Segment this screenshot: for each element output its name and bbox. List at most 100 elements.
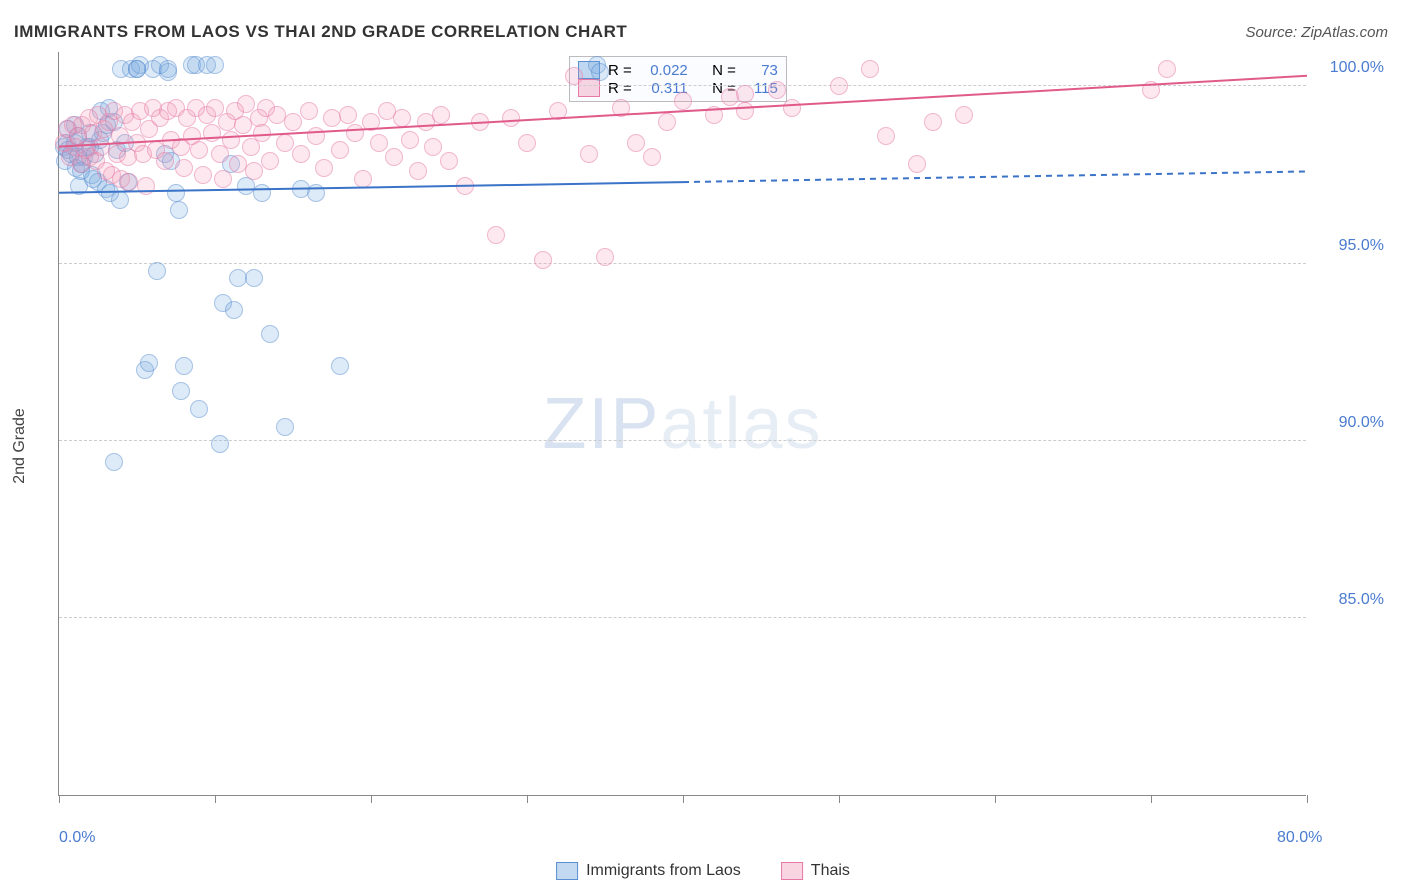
x-tick	[995, 795, 996, 803]
data-point	[211, 435, 229, 453]
data-point	[908, 155, 926, 173]
data-point	[1142, 81, 1160, 99]
data-point	[424, 138, 442, 156]
data-point	[924, 113, 942, 131]
data-point	[137, 177, 155, 195]
y-tick-label: 90.0%	[1339, 414, 1384, 432]
data-point	[518, 134, 536, 152]
data-point	[736, 85, 754, 103]
data-point	[768, 81, 786, 99]
data-point	[203, 124, 221, 142]
data-point	[471, 113, 489, 131]
data-point	[156, 152, 174, 170]
data-point	[487, 226, 505, 244]
chart-title: IMMIGRANTS FROM LAOS VS THAI 2ND GRADE C…	[14, 22, 627, 42]
data-point	[370, 134, 388, 152]
data-point	[955, 106, 973, 124]
data-point	[245, 162, 263, 180]
data-point	[736, 102, 754, 120]
data-point	[120, 173, 138, 191]
x-tick	[683, 795, 684, 803]
data-point	[705, 106, 723, 124]
source-label: Source: ZipAtlas.com	[1245, 24, 1388, 41]
data-point	[111, 191, 129, 209]
legend-swatch	[578, 79, 600, 97]
data-point	[456, 177, 474, 195]
data-point	[674, 92, 692, 110]
x-tick	[1307, 795, 1308, 803]
gridline	[59, 85, 1306, 86]
data-point	[167, 184, 185, 202]
data-point	[830, 77, 848, 95]
legend-swatch	[556, 862, 578, 880]
data-point	[222, 131, 240, 149]
legend-item: Thais	[781, 862, 850, 880]
data-point	[214, 170, 232, 188]
data-point	[385, 148, 403, 166]
data-point	[315, 159, 333, 177]
data-point	[307, 127, 325, 145]
legend-label: Immigrants from Laos	[586, 862, 741, 880]
data-point	[331, 141, 349, 159]
data-point	[432, 106, 450, 124]
gridline	[59, 263, 1306, 264]
data-point	[440, 152, 458, 170]
data-point	[627, 134, 645, 152]
data-point	[170, 201, 188, 219]
data-point	[596, 248, 614, 266]
data-point	[1158, 60, 1176, 78]
y-tick-label: 85.0%	[1339, 591, 1384, 609]
data-point	[111, 127, 129, 145]
watermark-a: ZIP	[542, 384, 660, 464]
data-point	[354, 170, 372, 188]
data-point	[534, 251, 552, 269]
data-point	[300, 102, 318, 120]
data-point	[253, 184, 271, 202]
trend-line-extrap	[683, 171, 1307, 182]
data-point	[140, 354, 158, 372]
data-point	[206, 56, 224, 74]
data-point	[401, 131, 419, 149]
data-point	[292, 145, 310, 163]
data-point	[339, 106, 357, 124]
data-point	[172, 382, 190, 400]
data-point	[393, 109, 411, 127]
gridline	[59, 440, 1306, 441]
y-axis-label: 2nd Grade	[11, 408, 29, 484]
watermark: ZIPatlas	[542, 383, 822, 465]
data-point	[362, 113, 380, 131]
gridline	[59, 617, 1306, 618]
legend-item: Immigrants from Laos	[556, 862, 741, 880]
data-point	[565, 67, 583, 85]
watermark-b: atlas	[660, 384, 822, 464]
data-point	[658, 113, 676, 131]
data-point	[861, 60, 879, 78]
x-tick-label: 0.0%	[59, 829, 95, 847]
data-point	[175, 159, 193, 177]
x-tick	[215, 795, 216, 803]
data-point	[877, 127, 895, 145]
y-tick-label: 100.0%	[1330, 59, 1384, 77]
data-point	[261, 152, 279, 170]
legend-label: Thais	[811, 862, 850, 880]
data-point	[783, 99, 801, 117]
data-point	[409, 162, 427, 180]
data-point	[128, 60, 146, 78]
data-point	[159, 60, 177, 78]
series-legend: Immigrants from Laos Thais	[556, 862, 850, 880]
data-point	[148, 262, 166, 280]
data-point	[253, 124, 271, 142]
x-tick	[371, 795, 372, 803]
x-tick	[1151, 795, 1152, 803]
x-tick-label: 80.0%	[1277, 829, 1322, 847]
data-point	[612, 99, 630, 117]
data-point	[225, 301, 243, 319]
data-point	[175, 357, 193, 375]
data-point	[190, 141, 208, 159]
data-point	[591, 63, 609, 81]
data-point	[190, 400, 208, 418]
data-point	[105, 453, 123, 471]
legend-swatch	[781, 862, 803, 880]
y-tick-label: 95.0%	[1339, 237, 1384, 255]
data-point	[643, 148, 661, 166]
